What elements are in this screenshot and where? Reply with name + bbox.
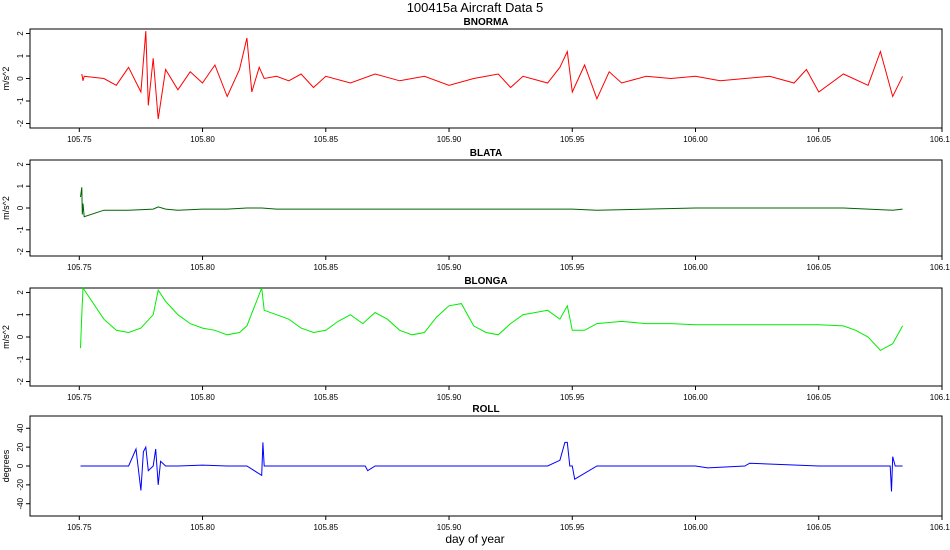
x-tick-label: 106.00 — [683, 393, 708, 402]
x-tick-label: 106.10 — [930, 135, 950, 144]
x-tick-label: 106.05 — [807, 135, 832, 144]
chart-panels: BNORMA m/s^2 105.75 105.80 105.85 105.90 105.9… — [1, 17, 950, 532]
x-tick-label: 105.85 — [314, 393, 339, 402]
y-tick-label: 1 — [16, 183, 25, 188]
figure-title: 100415a Aircraft Data 5 — [407, 0, 544, 15]
x-tick-label: 105.90 — [437, 523, 462, 532]
panel-title: BNORMA — [464, 17, 509, 28]
y-tick-label: 40 — [16, 423, 25, 432]
series-line — [80, 441, 903, 492]
y-tick-label: 2 — [16, 290, 25, 295]
y-axis-label: m/s^2 — [1, 196, 11, 220]
x-tick-label: 105.80 — [190, 263, 215, 272]
y-tick-label: -1 — [16, 97, 25, 105]
y-tick-label: -2 — [16, 377, 25, 385]
x-tick-label: 106.05 — [807, 523, 832, 532]
x-axis-label: day of year — [445, 532, 504, 546]
panel-bnorma: BNORMA m/s^2 105.75 105.80 105.85 105.90 105.9… — [1, 17, 950, 144]
y-tick-label: -2 — [16, 119, 25, 127]
y-tick-label: 1 — [16, 312, 25, 317]
x-tick-label: 106.10 — [930, 263, 950, 272]
y-tick-label: -40 — [16, 497, 25, 509]
y-tick-label: -20 — [16, 479, 25, 491]
x-tick-label: 106.00 — [683, 135, 708, 144]
y-tick-label: 1 — [16, 53, 25, 58]
x-tick-label: 105.80 — [190, 393, 215, 402]
series-line — [81, 31, 904, 120]
y-tick-label: 0 — [16, 205, 25, 210]
y-tick-label: 0 — [16, 334, 25, 339]
x-tick-label: 105.75 — [67, 393, 92, 402]
panel-blonga: BLONGA m/s^2 105.75 105.80 105.85 105.90 105.9… — [1, 276, 950, 402]
x-tick-label: 106.05 — [807, 263, 832, 272]
x-tick-label: 105.75 — [67, 523, 92, 532]
x-tick-label: 105.85 — [314, 523, 339, 532]
x-tick-label: 105.90 — [437, 393, 462, 402]
y-tick-label: -2 — [16, 248, 25, 256]
panel-title: ROLL — [472, 404, 499, 415]
x-tick-label: 105.95 — [560, 523, 585, 532]
series-line — [80, 286, 904, 352]
y-tick-label: 0 — [16, 463, 25, 468]
panel-title: BLONGA — [464, 276, 507, 287]
y-tick-label: -1 — [16, 226, 25, 234]
panel-roll: ROLL degrees 105.75 105.80 105.85 105.90 105.9… — [1, 404, 950, 532]
y-axis-label: m/s^2 — [1, 325, 11, 349]
x-tick-label: 106.00 — [683, 263, 708, 272]
x-tick-label: 106.10 — [930, 393, 950, 402]
x-tick-label: 105.85 — [314, 135, 339, 144]
panel-blata: BLATA m/s^2 105.75 105.80 105.85 105.90 105.95… — [1, 148, 950, 272]
y-tick-label: 0 — [16, 76, 25, 81]
x-tick-label: 106.00 — [683, 523, 708, 532]
x-tick-label: 106.05 — [807, 393, 832, 402]
y-axis-label: degrees — [1, 449, 11, 482]
panel-title: BLATA — [470, 148, 502, 159]
series-line — [80, 187, 903, 218]
x-tick-label: 106.10 — [930, 523, 950, 532]
y-tick-label: 2 — [16, 162, 25, 167]
x-tick-label: 105.80 — [190, 523, 215, 532]
x-tick-label: 105.95 — [560, 263, 585, 272]
y-tick-label: -1 — [16, 355, 25, 363]
x-tick-label: 105.90 — [437, 263, 462, 272]
y-axis-label: m/s^2 — [1, 67, 11, 91]
x-tick-label: 105.85 — [314, 263, 339, 272]
plot-frame — [29, 28, 943, 129]
y-tick-label: 20 — [16, 442, 25, 451]
x-tick-label: 105.95 — [560, 135, 585, 144]
x-tick-label: 105.75 — [67, 135, 92, 144]
x-tick-label: 105.80 — [190, 135, 215, 144]
y-tick-label: 2 — [16, 31, 25, 36]
x-tick-label: 105.75 — [67, 263, 92, 272]
x-tick-label: 105.90 — [437, 135, 462, 144]
x-tick-label: 105.95 — [560, 393, 585, 402]
